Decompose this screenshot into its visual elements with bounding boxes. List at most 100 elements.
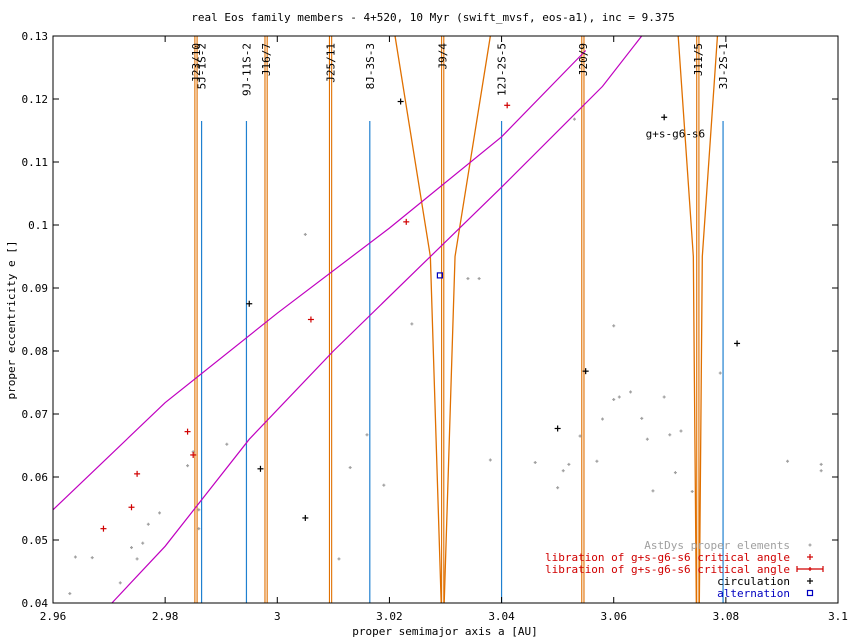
legend-label: AstDys proper elements	[644, 539, 790, 552]
proper-element-point	[466, 277, 470, 281]
resonance-label: J25/11	[325, 43, 338, 83]
proper-element-point	[382, 483, 386, 487]
proper-element-point	[118, 581, 122, 585]
y-tick-label: 0.09	[22, 282, 49, 295]
circulation-point	[661, 114, 668, 121]
x-tick-label: 3.02	[376, 610, 403, 623]
legend-marker	[807, 554, 813, 560]
libration-point	[134, 470, 141, 477]
proper-element-point	[337, 557, 341, 561]
libration-point	[190, 451, 197, 458]
y-tick-label: 0.11	[22, 156, 49, 169]
x-axis: 2.96 2.98 3 3.02 3.04 3.06 3.08 3.1	[40, 36, 848, 623]
resonance-label: 3J-2S-1	[717, 43, 730, 89]
y-axis: 0.04 0.05 0.06 0.07 0.08 0.09 0.1 0.11 0.12 0.13	[22, 30, 838, 610]
circulation-point	[582, 368, 589, 375]
legend-label: alternation	[717, 587, 790, 600]
legend-marker	[796, 566, 824, 572]
circulation-point	[734, 340, 741, 347]
libration-point	[307, 316, 314, 323]
chart-title: real Eos family members - 4+520, 10 Myr …	[191, 11, 674, 24]
proper-element-point	[348, 466, 352, 470]
x-tick-label: 3.06	[600, 610, 627, 623]
proper-element-point	[679, 429, 683, 433]
resonance-label: 12J-2S-5	[496, 43, 509, 96]
libration-point	[184, 428, 191, 435]
proper-element-point	[303, 232, 307, 236]
y-tick-label: 0.05	[22, 534, 49, 547]
legend-label: circulation	[717, 575, 790, 588]
proper-element-point	[488, 458, 492, 462]
proper-element-point	[651, 489, 655, 493]
proper-element-point	[645, 437, 649, 441]
proper-element-point	[146, 522, 150, 526]
secular-curves	[52, 35, 643, 604]
y-tick-label: 0.12	[22, 93, 49, 106]
proper-element-point	[410, 322, 414, 326]
proper-element-point	[567, 462, 571, 466]
proper-element-point	[629, 390, 633, 394]
libration-point	[128, 504, 135, 511]
x-tick-label: 2.98	[152, 610, 179, 623]
proper-element-point	[786, 459, 790, 463]
proper-element-point	[612, 398, 616, 402]
secular-label: g+s-g6-s6	[646, 128, 706, 141]
proper-element-point	[141, 541, 145, 545]
proper-element-point	[365, 433, 369, 437]
legend-marker	[806, 589, 814, 597]
resonance-label: 9J-11S-2	[240, 43, 253, 96]
resonance-label: J23/10	[190, 43, 203, 83]
proper-element-point	[533, 461, 537, 465]
proper-element-point	[197, 527, 201, 531]
resonance-boundary	[698, 35, 719, 604]
data-points	[68, 98, 823, 596]
proper-element-point	[640, 416, 644, 420]
proper-element-point	[572, 117, 576, 121]
proper-element-point	[595, 459, 599, 463]
legend-marker	[808, 543, 812, 547]
resonance-label: 5J-1S-2	[196, 43, 209, 89]
resonance-boundary	[677, 35, 697, 604]
plot-frame	[52, 35, 839, 604]
proper-element-point	[158, 511, 162, 515]
proper-element-point	[673, 471, 677, 475]
legend-marker-center	[808, 567, 812, 571]
circulation-point	[246, 300, 253, 307]
three-body-lines	[200, 121, 724, 603]
proper-element-point	[819, 469, 823, 473]
resonance-boundary	[394, 35, 442, 604]
proper-element-point	[601, 417, 604, 421]
proper-element-point	[135, 557, 139, 561]
proper-element-point	[68, 592, 72, 596]
proper-element-point	[819, 462, 823, 466]
y-tick-label: 0.08	[22, 345, 49, 358]
y-tick-label: 0.1	[28, 219, 48, 232]
y-axis-label: proper eccentricity e []	[5, 241, 18, 400]
y-tick-label: 0.04	[22, 597, 49, 610]
resonance-label: 8J-3S-3	[364, 43, 377, 89]
x-tick-label: 3.1	[828, 610, 848, 623]
proper-element-point	[617, 395, 621, 399]
proper-element-point	[578, 434, 582, 438]
proper-element-point	[186, 464, 190, 468]
circulation-point	[397, 98, 404, 105]
proper-element-point	[662, 395, 666, 399]
y-tick-label: 0.07	[22, 408, 49, 421]
proper-element-point	[561, 469, 565, 473]
legend-label: libration of g+s-g6-s6 critical angle	[545, 563, 790, 576]
alternation-point	[436, 272, 443, 279]
circulation-point	[302, 514, 309, 521]
proper-element-point	[130, 546, 133, 550]
circulation-point	[257, 465, 264, 472]
legend-label: libration of g+s-g6-s6 critical angle	[545, 551, 790, 564]
y-tick-label: 0.06	[22, 471, 49, 484]
proper-element-point	[197, 508, 201, 512]
circulation-point	[554, 425, 561, 432]
y-tick-label: 0.13	[22, 30, 49, 43]
proper-element-point	[690, 489, 694, 493]
x-tick-label: 3.04	[488, 610, 515, 623]
resonance-label: J11/5	[692, 43, 705, 76]
